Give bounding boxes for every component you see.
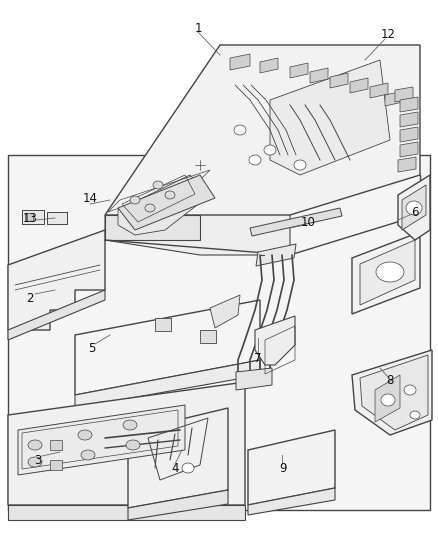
Ellipse shape	[410, 411, 420, 419]
Bar	[155, 318, 171, 331]
Polygon shape	[352, 232, 420, 314]
Polygon shape	[105, 215, 200, 240]
Polygon shape	[400, 142, 418, 157]
Text: 8: 8	[386, 374, 394, 386]
Ellipse shape	[404, 385, 416, 395]
Polygon shape	[400, 127, 418, 142]
Polygon shape	[400, 97, 418, 112]
Polygon shape	[105, 175, 290, 255]
Text: 13: 13	[23, 212, 37, 224]
Polygon shape	[255, 316, 295, 365]
Ellipse shape	[153, 181, 163, 189]
Ellipse shape	[234, 125, 246, 135]
Text: 4: 4	[171, 462, 179, 474]
Polygon shape	[75, 300, 260, 395]
Text: 3: 3	[34, 454, 42, 466]
Ellipse shape	[249, 155, 261, 165]
Ellipse shape	[376, 262, 404, 282]
Polygon shape	[18, 405, 185, 475]
Ellipse shape	[28, 440, 42, 450]
Bar	[47, 212, 67, 224]
Polygon shape	[248, 430, 335, 505]
Polygon shape	[398, 157, 416, 172]
Polygon shape	[360, 240, 415, 305]
Polygon shape	[370, 83, 388, 98]
Text: 6: 6	[411, 206, 419, 219]
Ellipse shape	[28, 457, 42, 467]
Polygon shape	[385, 91, 403, 106]
Polygon shape	[8, 290, 105, 340]
Polygon shape	[8, 382, 245, 505]
Ellipse shape	[145, 204, 155, 212]
Polygon shape	[230, 54, 250, 70]
Ellipse shape	[182, 463, 194, 473]
Ellipse shape	[78, 430, 92, 440]
Text: 10: 10	[300, 215, 315, 229]
Text: 7: 7	[254, 351, 262, 365]
Text: 1: 1	[194, 21, 202, 35]
Polygon shape	[8, 155, 430, 510]
Polygon shape	[270, 60, 390, 175]
Bar	[200, 330, 216, 343]
Ellipse shape	[264, 145, 276, 155]
Polygon shape	[105, 45, 420, 215]
Text: 5: 5	[88, 342, 95, 354]
Polygon shape	[256, 244, 296, 266]
Ellipse shape	[165, 191, 175, 199]
Polygon shape	[395, 87, 413, 102]
Polygon shape	[290, 63, 308, 78]
Polygon shape	[352, 350, 432, 435]
Bar	[50, 440, 62, 450]
Polygon shape	[248, 488, 335, 515]
Polygon shape	[350, 78, 368, 93]
Polygon shape	[398, 175, 430, 240]
Polygon shape	[260, 58, 278, 73]
Text: 12: 12	[381, 28, 396, 42]
Text: 2: 2	[26, 292, 34, 304]
Ellipse shape	[126, 440, 140, 450]
Polygon shape	[310, 68, 328, 83]
Polygon shape	[75, 360, 260, 408]
Polygon shape	[250, 208, 342, 236]
Polygon shape	[118, 175, 210, 235]
Ellipse shape	[381, 394, 395, 406]
Polygon shape	[400, 112, 418, 127]
Polygon shape	[128, 490, 228, 520]
Polygon shape	[360, 355, 428, 430]
Bar	[50, 460, 62, 470]
Ellipse shape	[123, 420, 137, 430]
Polygon shape	[8, 505, 245, 520]
Polygon shape	[375, 375, 400, 422]
Ellipse shape	[294, 160, 306, 170]
Ellipse shape	[130, 196, 140, 204]
Polygon shape	[128, 408, 228, 508]
Ellipse shape	[406, 201, 422, 215]
Bar	[22, 210, 44, 224]
Polygon shape	[118, 175, 215, 230]
Polygon shape	[210, 295, 240, 328]
Bar	[25, 213, 33, 221]
Polygon shape	[236, 368, 272, 390]
Ellipse shape	[81, 450, 95, 460]
Polygon shape	[402, 185, 426, 230]
Text: 14: 14	[82, 191, 98, 205]
Text: 9: 9	[279, 462, 287, 474]
Polygon shape	[8, 230, 105, 330]
Polygon shape	[330, 73, 348, 88]
